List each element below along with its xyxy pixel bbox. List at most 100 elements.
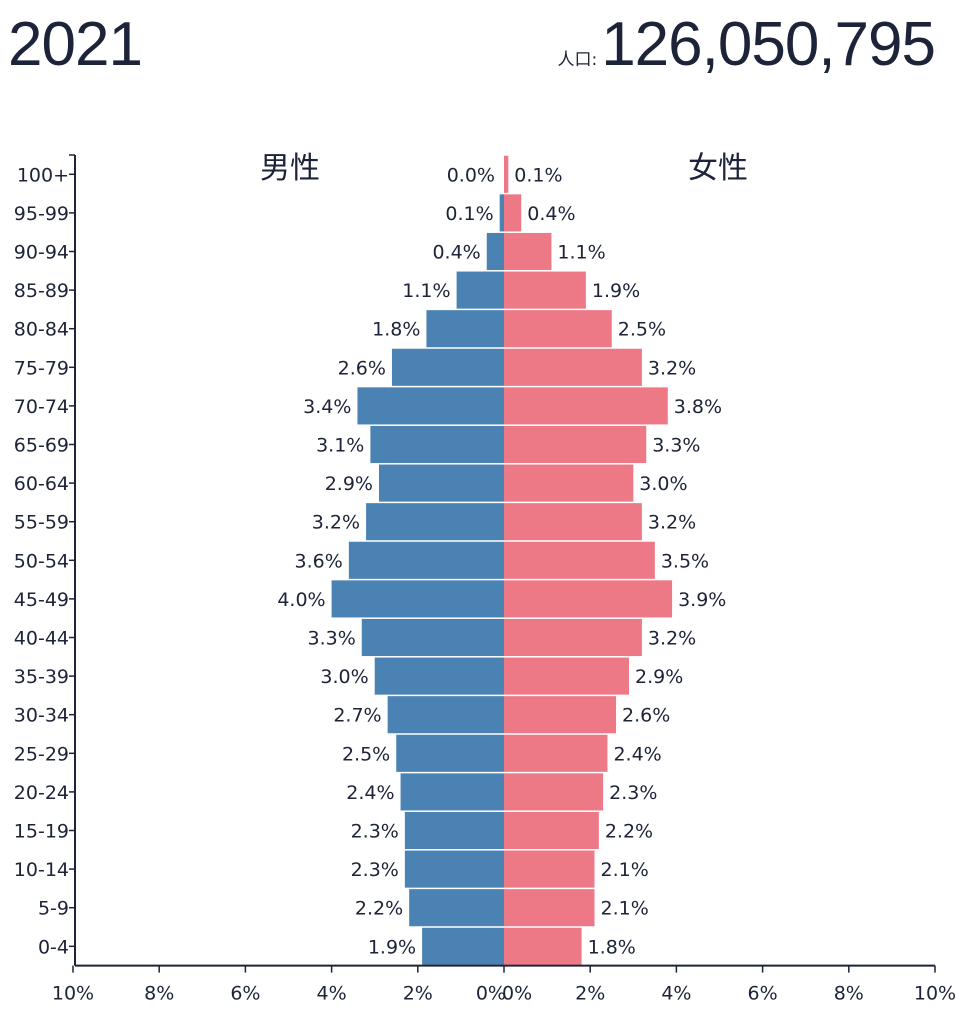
female-value-label: 2.3% bbox=[609, 782, 657, 804]
x-tick-label: 4% bbox=[317, 983, 347, 1005]
male-value-label: 4.0% bbox=[277, 589, 325, 611]
female-value-label: 3.2% bbox=[648, 357, 696, 379]
female-bar bbox=[504, 464, 634, 502]
male-value-label: 3.2% bbox=[312, 512, 360, 534]
male-bar bbox=[422, 927, 504, 965]
male-bar bbox=[391, 348, 504, 386]
female-bar bbox=[504, 232, 552, 271]
x-tick-label: 2% bbox=[575, 983, 605, 1005]
male-bar bbox=[387, 696, 504, 734]
female-bar bbox=[504, 696, 617, 734]
female-value-label: 3.2% bbox=[648, 512, 696, 534]
male-bar bbox=[396, 734, 504, 772]
age-label: 70-74 bbox=[14, 396, 69, 418]
age-label: 55-59 bbox=[14, 512, 69, 534]
female-bar bbox=[504, 734, 608, 772]
male-bar bbox=[379, 464, 504, 502]
male-bar bbox=[499, 194, 504, 232]
male-series-label: 男性 bbox=[260, 151, 320, 186]
male-value-label: 2.4% bbox=[346, 782, 394, 804]
x-tick-label: 8% bbox=[144, 983, 174, 1005]
female-bar bbox=[504, 425, 647, 464]
x-tick-label: 6% bbox=[230, 983, 260, 1005]
x-tick-label: 6% bbox=[748, 983, 778, 1005]
age-label: 30-34 bbox=[14, 705, 69, 727]
male-bar bbox=[404, 850, 504, 888]
age-label: 10-14 bbox=[14, 859, 69, 881]
female-value-label: 0.1% bbox=[514, 164, 562, 186]
female-bar bbox=[504, 503, 642, 541]
female-bar bbox=[504, 657, 629, 695]
age-label: 85-89 bbox=[14, 280, 69, 302]
age-label: 95-99 bbox=[14, 203, 69, 225]
male-value-label: 3.1% bbox=[316, 435, 364, 457]
male-value-label: 2.3% bbox=[351, 821, 399, 843]
female-series-label: 女性 bbox=[688, 151, 748, 186]
male-bar bbox=[426, 310, 504, 348]
female-value-label: 2.6% bbox=[622, 705, 670, 727]
x-tick-label: 10% bbox=[52, 983, 94, 1005]
female-value-label: 3.0% bbox=[639, 473, 687, 495]
female-value-label: 1.1% bbox=[557, 242, 605, 264]
male-value-label: 1.9% bbox=[368, 936, 416, 958]
male-value-label: 1.8% bbox=[372, 319, 420, 341]
female-bar bbox=[504, 387, 668, 425]
female-value-label: 1.8% bbox=[588, 936, 636, 958]
female-value-label: 0.4% bbox=[527, 203, 575, 225]
x-tick-label: 2% bbox=[403, 983, 433, 1005]
male-value-label: 2.5% bbox=[342, 743, 390, 765]
male-value-label: 2.2% bbox=[355, 898, 403, 920]
male-value-label: 3.6% bbox=[295, 550, 343, 572]
male-value-label: 3.4% bbox=[303, 396, 351, 418]
female-bar bbox=[504, 310, 612, 348]
male-value-label: 3.3% bbox=[307, 628, 355, 650]
female-bar bbox=[504, 155, 509, 193]
female-value-label: 3.9% bbox=[678, 589, 726, 611]
x-tick-label: 0% bbox=[502, 983, 532, 1005]
male-bar bbox=[404, 811, 504, 850]
male-bar bbox=[361, 618, 504, 657]
age-label: 15-19 bbox=[14, 821, 69, 843]
male-value-label: 1.1% bbox=[402, 280, 450, 302]
female-value-label: 2.9% bbox=[635, 666, 683, 688]
male-bar bbox=[370, 425, 504, 464]
female-bar bbox=[504, 811, 599, 850]
age-label: 60-64 bbox=[14, 473, 69, 495]
male-value-label: 0.1% bbox=[445, 203, 493, 225]
age-label: 40-44 bbox=[14, 628, 69, 650]
male-value-label: 0.4% bbox=[432, 242, 480, 264]
female-bar bbox=[504, 580, 673, 618]
age-label: 35-39 bbox=[14, 666, 69, 688]
female-value-label: 2.5% bbox=[618, 319, 666, 341]
female-bar bbox=[504, 194, 522, 232]
year-title: 2021 bbox=[8, 10, 143, 79]
population-display: 人口: 126,050,795 bbox=[557, 8, 936, 82]
age-label: 25-29 bbox=[14, 743, 69, 765]
age-label: 0-4 bbox=[38, 936, 69, 958]
female-value-label: 3.5% bbox=[661, 550, 709, 572]
age-label: 100+ bbox=[17, 164, 69, 186]
age-label: 20-24 bbox=[14, 782, 69, 804]
male-value-label: 2.7% bbox=[333, 705, 381, 727]
x-tick-label: 8% bbox=[834, 983, 864, 1005]
female-value-label: 2.1% bbox=[601, 898, 649, 920]
male-bar bbox=[409, 889, 504, 927]
male-value-label: 0.0% bbox=[447, 164, 495, 186]
male-bar bbox=[456, 271, 504, 309]
male-value-label: 2.3% bbox=[351, 859, 399, 881]
male-bar bbox=[400, 773, 504, 811]
female-value-label: 1.9% bbox=[592, 280, 640, 302]
male-value-label: 2.9% bbox=[325, 473, 373, 495]
female-bar bbox=[504, 618, 642, 657]
male-bar bbox=[374, 657, 504, 695]
female-value-label: 2.1% bbox=[601, 859, 649, 881]
age-label: 80-84 bbox=[14, 319, 69, 341]
female-bar bbox=[504, 348, 642, 386]
age-label: 90-94 bbox=[14, 242, 69, 264]
female-bar bbox=[504, 850, 595, 888]
age-label: 45-49 bbox=[14, 589, 69, 611]
population-label: 人口: bbox=[557, 50, 598, 70]
female-bar bbox=[504, 271, 586, 309]
x-tick-label: 10% bbox=[914, 983, 956, 1005]
